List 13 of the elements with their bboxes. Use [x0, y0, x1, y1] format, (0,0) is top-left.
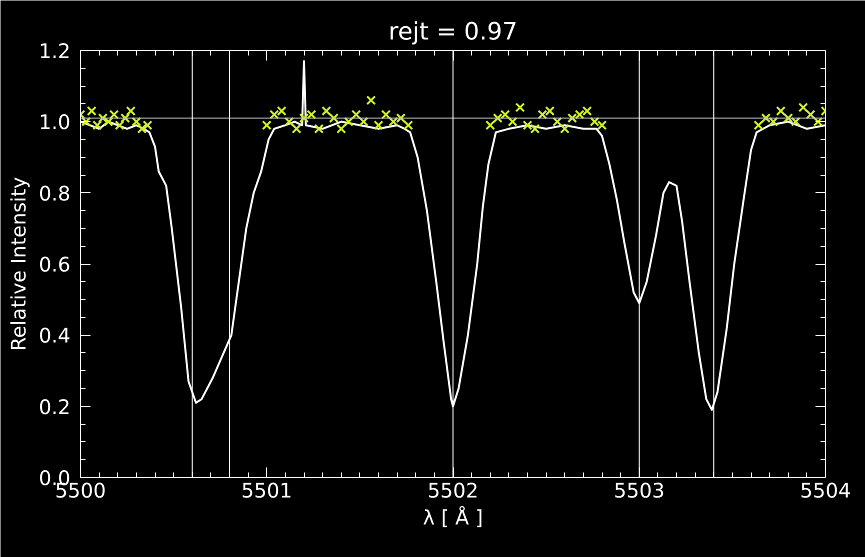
x-tick-label: 5503: [614, 478, 665, 502]
x-tick-label: 5504: [800, 478, 851, 502]
y-tick-label: 0.2: [38, 394, 71, 419]
y-axis-title: Relative Intensity: [6, 176, 31, 352]
x-tick-label: 5502: [428, 478, 478, 502]
x-axis-title: λ [ Å ]: [422, 506, 484, 530]
y-tick-label: 1.0: [38, 110, 71, 134]
y-tick-label: 1.2: [38, 39, 71, 63]
y-tick-label: 0.6: [38, 252, 71, 276]
y-tick-label: 0.4: [38, 324, 71, 348]
y-tick-label: 0.8: [38, 181, 71, 206]
chart-title: rejt = 0.97: [388, 18, 518, 46]
x-tick-label: 5501: [241, 478, 292, 502]
